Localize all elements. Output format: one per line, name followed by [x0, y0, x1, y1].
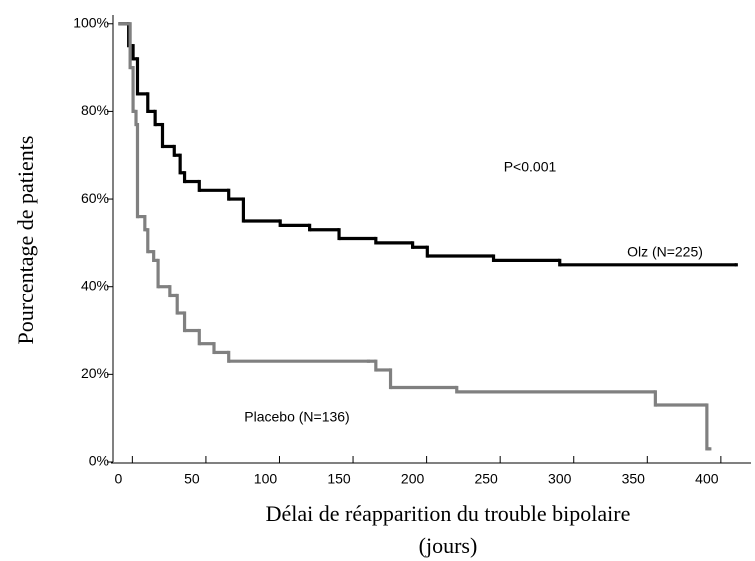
y-tick-label: 20%: [81, 365, 109, 381]
series-label: Olz (N=225): [627, 244, 703, 260]
y-tick-label: 80%: [81, 102, 109, 118]
x-tick-label: 100: [254, 471, 278, 487]
x-axis-label: (jours): [419, 533, 478, 558]
x-tick-label: 250: [474, 471, 498, 487]
x-tick-label: 300: [548, 471, 572, 487]
x-axis-label: Délai de réapparition du trouble bipolai…: [266, 501, 631, 526]
y-tick-label: 0%: [89, 453, 109, 469]
x-tick-label: 0: [114, 471, 122, 487]
y-tick-label: 40%: [81, 277, 109, 293]
x-tick-label: 50: [184, 471, 200, 487]
y-tick-label: 60%: [81, 190, 109, 206]
annotation: P<0.001: [504, 159, 557, 175]
x-tick-label: 150: [327, 471, 351, 487]
y-tick-label: 100%: [73, 14, 109, 30]
x-tick-label: 350: [622, 471, 646, 487]
x-tick-label: 400: [695, 471, 719, 487]
x-tick-label: 200: [401, 471, 425, 487]
series-label: Placebo (N=136): [244, 409, 349, 425]
y-axis-label: Pourcentage de patients: [13, 136, 38, 345]
